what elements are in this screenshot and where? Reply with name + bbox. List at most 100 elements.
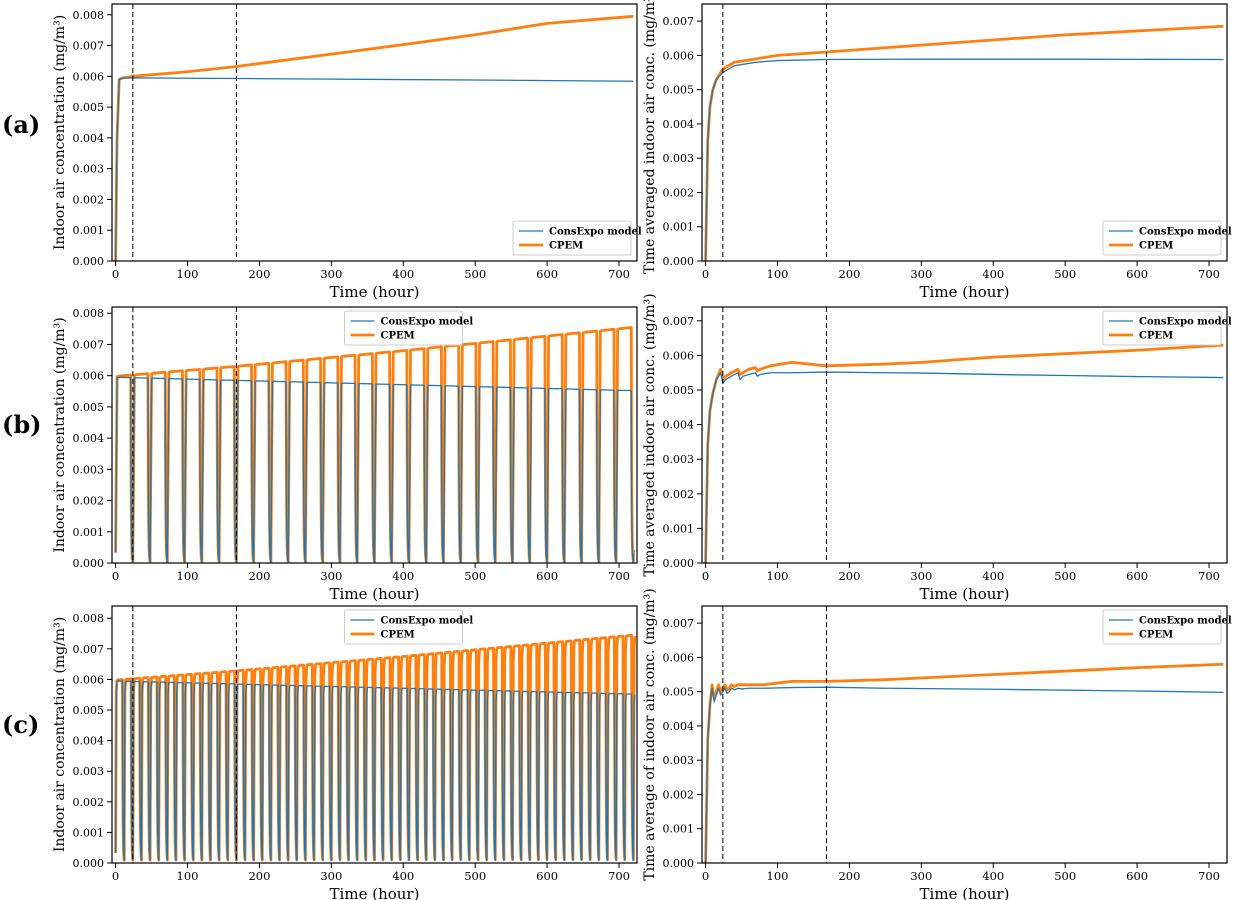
- y-tick-label: 0.007: [73, 338, 105, 351]
- y-tick-label: 0.006: [663, 49, 695, 62]
- x-tick-label: 0: [112, 569, 119, 583]
- x-tick-label: 100: [767, 869, 789, 883]
- y-axis-label: Indoor air concentration (mg/m³): [52, 317, 68, 552]
- axes-frame: [111, 3, 638, 262]
- x-axis-label: Time (hour): [330, 283, 420, 301]
- y-tick-label: 0.001: [73, 526, 105, 539]
- x-tick-label: 100: [177, 869, 199, 883]
- x-tick-label: 400: [982, 267, 1004, 281]
- y-tick-label: 0.004: [73, 735, 105, 748]
- y-tick-label: 0.000: [73, 557, 105, 570]
- legend-entry: ConsExpo model: [549, 227, 642, 238]
- x-tick-label: 500: [464, 569, 486, 583]
- legend-box: [344, 609, 463, 645]
- legend-box: [1102, 609, 1222, 645]
- y-axis-label: Indoor air concentration (mg/m³): [52, 617, 68, 852]
- x-tick-label: 400: [982, 869, 1004, 883]
- y-tick-label: 0.007: [73, 40, 105, 53]
- x-tick-label: 100: [767, 267, 789, 281]
- x-tick-label: 400: [392, 869, 414, 883]
- legend: ConsExpo model CPEM: [1102, 220, 1232, 256]
- chart-c-right: 0 100 200 300 400 500 600 700 0.000 0.001 0.002 0.0…: [642, 588, 1232, 900]
- y-axis-label: Indoor air concentration (mg/m³): [52, 15, 68, 250]
- x-axis-label: Time (hour): [330, 585, 420, 603]
- y-tick-label: 0.000: [73, 255, 105, 268]
- y-tick-label: 0.003: [73, 765, 105, 778]
- series-consexpo-line: [704, 58, 1224, 261]
- y-tick-label: 0.000: [663, 857, 695, 870]
- y-tick-label: 0.006: [663, 349, 695, 362]
- x-axis-label: Time (hour): [920, 885, 1010, 900]
- y-axis-label: Time averaged indoor air conc. (mg/m³): [642, 293, 658, 576]
- row-label-2: (c): [2, 710, 39, 739]
- x-tick-label: 300: [910, 569, 932, 583]
- chart-b-left: 0 100 200 300 400 500 600 700 0.000 0.001 0.002 0.0…: [52, 306, 638, 603]
- y-tick-label: 0.006: [73, 673, 105, 686]
- y-tick-label: 0.004: [73, 432, 105, 445]
- y-tick-label: 0.002: [663, 788, 695, 801]
- x-tick-label: 600: [536, 569, 558, 583]
- x-tick-label: 700: [1198, 569, 1220, 583]
- x-tick-label: 300: [910, 869, 932, 883]
- y-tick-label: 0.000: [663, 557, 695, 570]
- y-tick-label: 0.002: [73, 193, 105, 206]
- legend-entry: CPEM: [1139, 331, 1173, 342]
- y-tick-label: 0.001: [73, 826, 105, 839]
- x-tick-label: 200: [838, 869, 860, 883]
- x-tick-label: 0: [112, 869, 119, 883]
- axes-frame: [701, 3, 1228, 262]
- x-tick-label: 400: [392, 569, 414, 583]
- y-tick-label: 0.007: [663, 617, 695, 630]
- y-tick-label: 0.007: [663, 315, 695, 328]
- x-tick-label: 0: [702, 569, 709, 583]
- legend: ConsExpo model CPEM: [344, 609, 473, 645]
- x-tick-label: 100: [177, 569, 199, 583]
- y-tick-label: 0.001: [663, 823, 695, 836]
- x-tick-label: 200: [248, 869, 270, 883]
- y-tick-label: 0.002: [73, 495, 105, 508]
- y-tick-label: 0.008: [73, 612, 105, 625]
- chart-a-left: 0 100 200 300 400 500 600 700 0.000 0.001 0.002 0.0…: [52, 3, 642, 301]
- legend: ConsExpo model CPEM: [1102, 310, 1232, 346]
- chart-c-left: 0 100 200 300 400 500 600 700 0.000 0.001 0.002 0.0…: [52, 605, 638, 900]
- legend-entry: CPEM: [549, 241, 583, 252]
- y-tick-label: 0.006: [663, 651, 695, 664]
- series-consexpo-line: [704, 371, 1224, 563]
- y-tick-label: 0.000: [663, 255, 695, 268]
- x-tick-label: 200: [248, 569, 270, 583]
- x-axis-label: Time (hour): [920, 283, 1010, 301]
- y-tick-label: 0.003: [663, 754, 695, 767]
- x-tick-label: 600: [1126, 569, 1148, 583]
- y-axis-label: Time averaged indoor air conc. (mg/m³): [642, 0, 658, 274]
- x-tick-label: 500: [1054, 267, 1076, 281]
- x-tick-label: 300: [320, 869, 342, 883]
- y-tick-label: 0.005: [663, 384, 695, 397]
- x-tick-label: 400: [392, 267, 414, 281]
- legend-entry: CPEM: [1139, 241, 1173, 252]
- x-tick-label: 200: [838, 267, 860, 281]
- y-tick-label: 0.001: [663, 221, 695, 234]
- y-tick-label: 0.007: [73, 643, 105, 656]
- y-tick-label: 0.003: [73, 163, 105, 176]
- y-tick-label: 0.002: [73, 796, 105, 809]
- x-tick-label: 400: [982, 569, 1004, 583]
- legend-entry: ConsExpo model: [1139, 227, 1232, 238]
- y-tick-label: 0.001: [73, 224, 105, 237]
- legend-box: [512, 220, 632, 256]
- y-tick-label: 0.003: [663, 152, 695, 165]
- y-tick-label: 0.005: [663, 84, 695, 97]
- y-tick-label: 0.004: [663, 720, 695, 733]
- axes-frame: [701, 605, 1228, 864]
- x-tick-label: 500: [464, 267, 486, 281]
- x-axis-label: Time (hour): [330, 885, 420, 900]
- y-tick-label: 0.004: [663, 419, 695, 432]
- x-tick-label: 500: [1054, 569, 1076, 583]
- series-consexpo-line: [114, 376, 635, 563]
- x-tick-label: 600: [1126, 869, 1148, 883]
- legend-entry: CPEM: [1139, 630, 1173, 641]
- legend-entry: CPEM: [381, 331, 415, 342]
- series-cpem-line: [704, 662, 1224, 863]
- chart-a-right: 0 100 200 300 400 500 600 700 0.000 0.001 0.002 0.0…: [642, 0, 1232, 301]
- y-tick-label: 0.005: [73, 401, 105, 414]
